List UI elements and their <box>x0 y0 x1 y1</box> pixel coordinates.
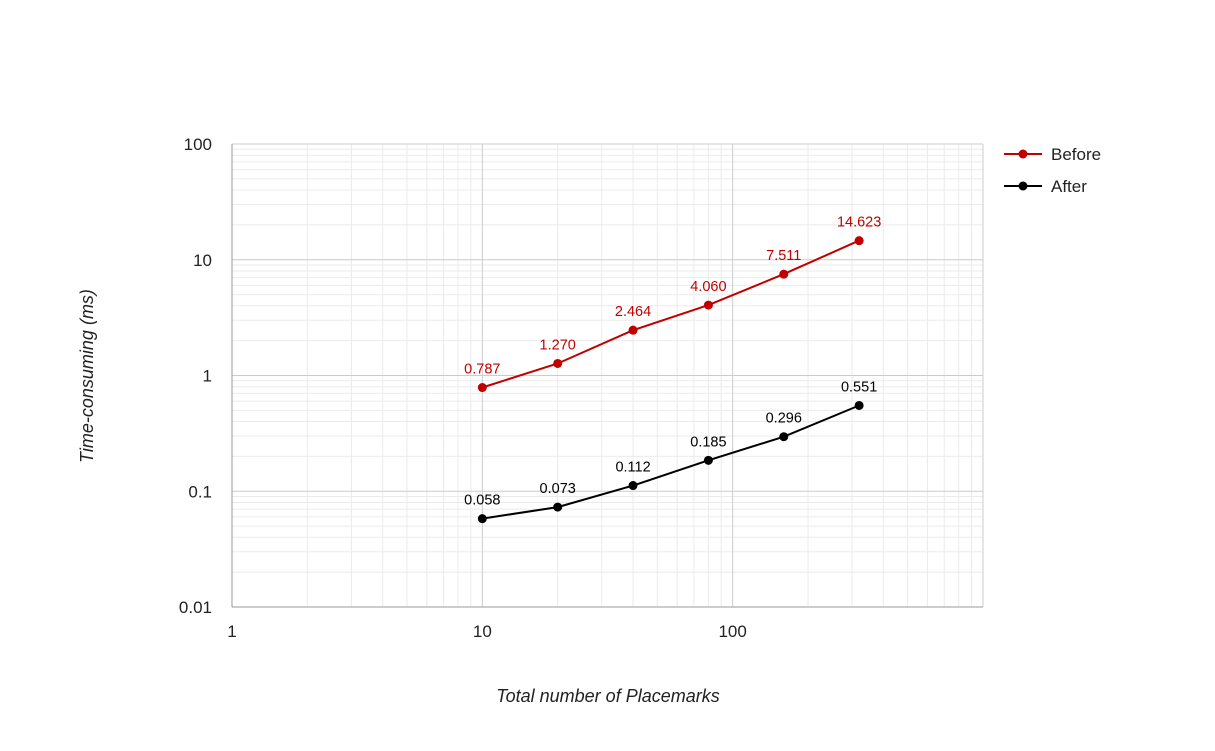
data-point <box>703 300 713 310</box>
x-tick-label: 1 <box>227 622 236 641</box>
series-layer: 0.787 1.270 2.464 4.060 7.511 14.623 0.058 0.07… <box>464 215 881 524</box>
data-point <box>703 455 713 465</box>
y-tick-label: 0.01 <box>179 598 212 617</box>
data-label: 0.787 <box>464 362 500 378</box>
data-point <box>854 236 864 246</box>
axes <box>231 144 983 608</box>
data-label: 0.112 <box>615 460 650 476</box>
data-label: 14.623 <box>837 215 881 231</box>
legend-label: Before <box>1051 145 1101 164</box>
data-point <box>628 481 638 491</box>
data-point <box>553 502 563 512</box>
data-label: 1.270 <box>540 337 576 353</box>
legend-swatch-marker <box>1018 149 1028 159</box>
y-tick-label: 1 <box>203 367 212 386</box>
data-point <box>779 432 789 442</box>
data-point <box>854 400 864 410</box>
data-point <box>553 358 563 368</box>
data-label: 4.060 <box>690 279 726 295</box>
data-label: 0.073 <box>540 481 576 497</box>
data-point <box>477 514 487 524</box>
series-line <box>482 404 860 520</box>
series-after: 0.058 0.073 0.112 0.185 0.296 0.551 <box>464 379 877 524</box>
data-label: 0.551 <box>841 379 877 395</box>
x-tick-label: 10 <box>473 622 492 641</box>
series-before: 0.787 1.270 2.464 4.060 7.511 14.623 <box>464 215 881 393</box>
legend-item-after: After <box>1004 177 1087 196</box>
data-label: 0.296 <box>766 411 802 427</box>
y-tick-label: 10 <box>193 251 212 270</box>
x-tick-label: 100 <box>718 622 746 641</box>
data-point <box>477 383 487 393</box>
series-line <box>481 239 860 389</box>
data-label: 2.464 <box>615 304 651 320</box>
data-label: 7.511 <box>766 248 801 264</box>
grid <box>231 143 984 608</box>
data-label: 0.185 <box>690 434 726 450</box>
data-point <box>779 269 789 279</box>
y-axis-title: Time-consuming (ms) <box>77 289 97 463</box>
x-axis-title: Total number of Placemarks <box>496 686 719 706</box>
legend-item-before: Before <box>1004 145 1101 164</box>
data-label: 0.058 <box>464 493 500 509</box>
legend-swatch-marker <box>1018 181 1028 191</box>
tick-labels: 1 10 100 0.01 0.1 1 10 100 <box>179 135 747 641</box>
y-tick-label: 0.1 <box>188 482 212 501</box>
legend-label: After <box>1051 177 1087 196</box>
y-tick-label: 100 <box>184 135 212 154</box>
legend: Before After <box>1004 145 1101 196</box>
data-point <box>628 325 638 335</box>
